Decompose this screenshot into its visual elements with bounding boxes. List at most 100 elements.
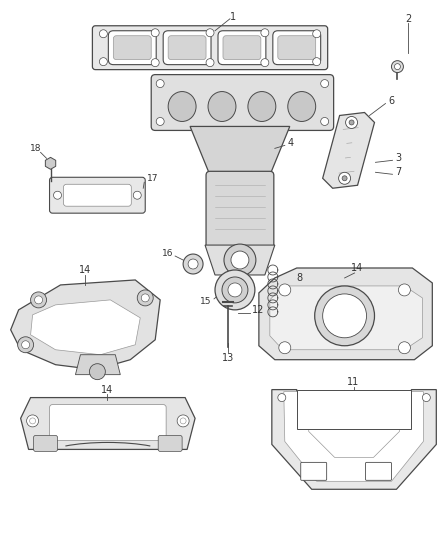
Circle shape: [422, 393, 430, 401]
Circle shape: [183, 254, 203, 274]
Circle shape: [323, 294, 367, 338]
Circle shape: [314, 286, 374, 346]
Circle shape: [206, 29, 214, 37]
Text: 14: 14: [79, 265, 92, 275]
Polygon shape: [297, 390, 411, 430]
Circle shape: [346, 117, 357, 128]
Text: 18: 18: [30, 144, 41, 153]
Circle shape: [35, 296, 42, 304]
Circle shape: [133, 191, 141, 199]
Ellipse shape: [288, 92, 316, 122]
Text: 8: 8: [297, 273, 303, 283]
Ellipse shape: [168, 92, 196, 122]
Circle shape: [151, 59, 159, 67]
Circle shape: [321, 117, 328, 125]
Circle shape: [321, 79, 328, 87]
Text: 14: 14: [101, 385, 113, 394]
Text: 6: 6: [389, 95, 395, 106]
Text: 16: 16: [162, 248, 174, 257]
Circle shape: [222, 277, 248, 303]
FancyBboxPatch shape: [92, 26, 328, 70]
Polygon shape: [11, 280, 160, 370]
Polygon shape: [205, 245, 275, 275]
Circle shape: [206, 59, 214, 67]
Circle shape: [53, 191, 61, 199]
Polygon shape: [46, 157, 56, 169]
FancyBboxPatch shape: [301, 462, 327, 480]
Polygon shape: [259, 268, 432, 360]
FancyBboxPatch shape: [366, 462, 392, 480]
Circle shape: [392, 61, 403, 72]
Polygon shape: [21, 398, 195, 449]
Circle shape: [188, 259, 198, 269]
FancyBboxPatch shape: [158, 435, 182, 451]
FancyBboxPatch shape: [163, 31, 211, 64]
Text: 2: 2: [405, 14, 412, 24]
Circle shape: [180, 418, 186, 424]
Circle shape: [224, 244, 256, 276]
Circle shape: [228, 283, 242, 297]
Text: 7: 7: [396, 167, 402, 177]
Circle shape: [261, 59, 269, 67]
Polygon shape: [284, 392, 424, 481]
FancyBboxPatch shape: [273, 31, 321, 64]
Text: 13: 13: [222, 353, 234, 363]
Text: 15: 15: [200, 297, 212, 306]
Text: 4: 4: [288, 139, 294, 148]
FancyBboxPatch shape: [49, 405, 166, 440]
Circle shape: [399, 342, 410, 354]
FancyBboxPatch shape: [151, 75, 334, 131]
FancyBboxPatch shape: [168, 36, 206, 60]
Circle shape: [279, 284, 291, 296]
FancyBboxPatch shape: [223, 36, 261, 60]
Circle shape: [313, 58, 321, 66]
Circle shape: [349, 120, 354, 125]
Circle shape: [177, 415, 189, 427]
FancyBboxPatch shape: [108, 31, 156, 64]
FancyBboxPatch shape: [113, 36, 151, 60]
Text: 17: 17: [146, 174, 158, 183]
Polygon shape: [31, 300, 140, 355]
Circle shape: [21, 341, 30, 349]
Text: 1: 1: [230, 12, 236, 22]
Circle shape: [278, 393, 286, 401]
Circle shape: [141, 294, 149, 302]
Text: 11: 11: [347, 377, 360, 386]
Polygon shape: [270, 286, 422, 350]
FancyBboxPatch shape: [49, 177, 145, 213]
Circle shape: [231, 251, 249, 269]
Polygon shape: [272, 390, 436, 489]
Text: 3: 3: [396, 154, 402, 163]
FancyBboxPatch shape: [64, 184, 131, 206]
Circle shape: [156, 117, 164, 125]
FancyBboxPatch shape: [278, 36, 316, 60]
Circle shape: [30, 418, 35, 424]
Circle shape: [99, 58, 107, 66]
Circle shape: [395, 63, 400, 70]
Circle shape: [99, 30, 107, 38]
Ellipse shape: [208, 92, 236, 122]
Circle shape: [313, 30, 321, 38]
Circle shape: [151, 29, 159, 37]
Circle shape: [399, 284, 410, 296]
FancyBboxPatch shape: [218, 31, 266, 64]
Circle shape: [339, 172, 350, 184]
Circle shape: [279, 342, 291, 354]
Circle shape: [215, 270, 255, 310]
Circle shape: [342, 176, 347, 181]
Text: 14: 14: [351, 263, 364, 273]
Circle shape: [89, 364, 106, 379]
Text: 12: 12: [252, 305, 264, 315]
Circle shape: [137, 290, 153, 306]
Polygon shape: [75, 355, 120, 375]
Polygon shape: [323, 112, 374, 188]
Circle shape: [261, 29, 269, 37]
FancyBboxPatch shape: [206, 171, 274, 249]
FancyBboxPatch shape: [34, 435, 57, 451]
Polygon shape: [190, 126, 290, 175]
Circle shape: [27, 415, 39, 427]
Circle shape: [18, 337, 34, 353]
Circle shape: [156, 79, 164, 87]
Circle shape: [31, 292, 46, 308]
Ellipse shape: [248, 92, 276, 122]
